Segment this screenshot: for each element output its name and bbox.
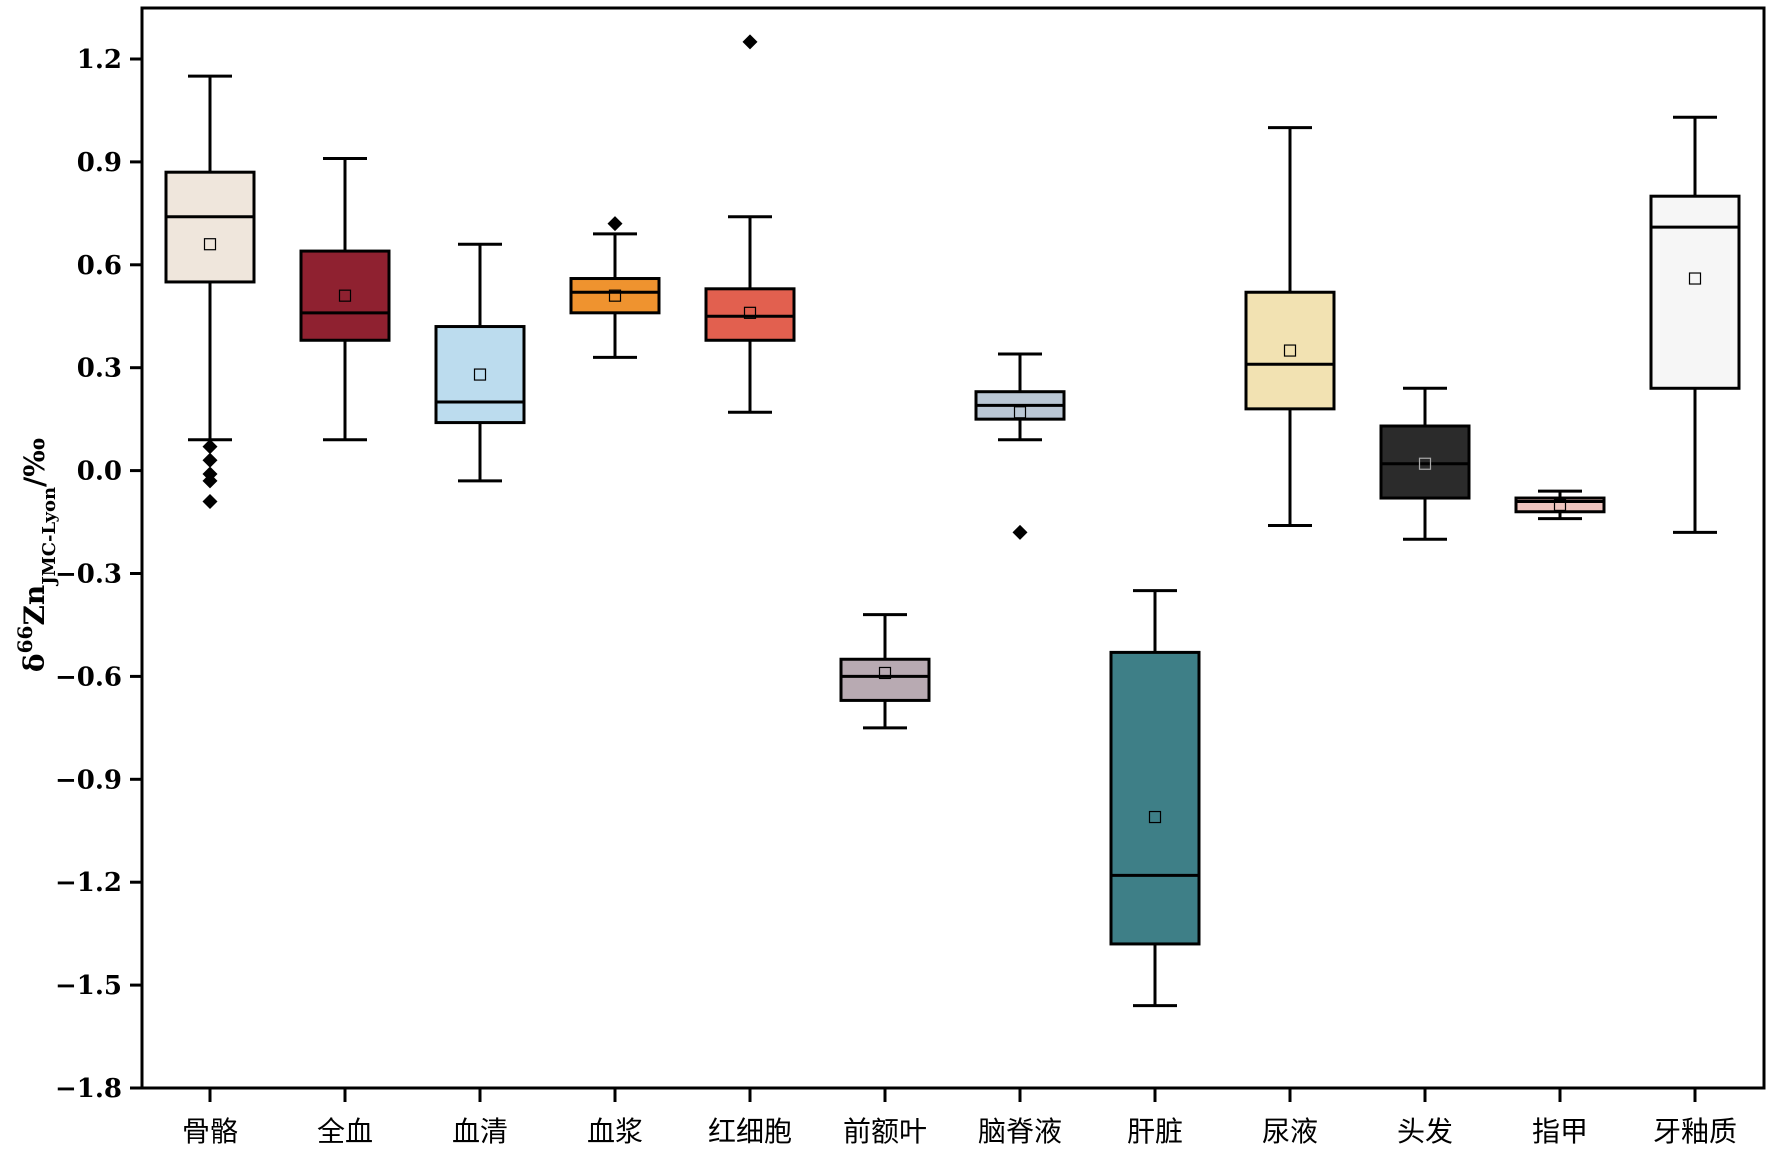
y-tick-label: −0.9 [55,765,122,795]
box-iqr [1244,290,1336,411]
mean-marker [203,238,217,251]
outlier-point [202,439,218,455]
x-category-label: 尿液 [1262,1115,1318,1148]
mean-marker [878,666,892,680]
box-iqr [1649,194,1741,390]
mean-marker [338,289,352,302]
x-category-label: 血清 [452,1115,508,1148]
y-tick-label: 0.6 [77,251,122,281]
y-axis: 1.2 0.9 0.6 0.3 0.0 −0.3 −0.6 −0.9 −1.2 −1.5 −1.8 [55,45,142,1104]
y-axis-title-element: Zn [18,585,51,626]
outlier-point [607,216,623,232]
box-5 [704,34,796,414]
y-tick-label: 0.9 [77,148,122,178]
box-1 [164,74,256,509]
mean-marker [1688,272,1702,285]
y-tick-label: 0.0 [77,457,122,487]
x-category-label: 全血 [317,1115,373,1148]
mean-marker [473,368,487,381]
outlier-point [202,473,218,489]
box-iqr [704,287,796,342]
box-3 [434,242,526,483]
y-axis-title-unit: /‰ [18,438,51,487]
plot-border [140,6,1766,1090]
x-category-label: 血浆 [587,1115,643,1148]
y-tick-label: 1.2 [77,45,122,75]
box-iqr [434,325,526,425]
box-8 [1109,589,1201,1008]
x-category-label: 头发 [1397,1115,1453,1148]
mean-marker [1013,406,1027,419]
y-tick-label: 0.3 [77,354,122,384]
box-iqr [1109,650,1201,946]
x-category-label: 肝脏 [1127,1115,1183,1148]
x-category-label: 前额叶 [843,1115,927,1148]
mean-marker [1148,810,1162,824]
mean-marker [743,306,757,319]
x-category-label: 脑脊液 [978,1115,1062,1148]
y-tick-label: −1.2 [55,868,122,898]
y-axis-title-sup: 66 [13,626,37,654]
mean-marker [1553,498,1567,511]
x-category-label: 指甲 [1532,1115,1588,1148]
box-6 [839,613,931,730]
outlier-point [202,452,218,468]
box-2 [299,156,391,442]
x-category-label: 骨骼 [182,1115,238,1148]
y-tick-label: −1.5 [55,971,122,1001]
y-tick-label: −0.3 [55,560,122,590]
x-category-label: 红细胞 [708,1115,792,1148]
y-axis-title-sub: JMC-Lyon [39,487,60,587]
box-4 [569,216,661,359]
box-12 [1649,115,1741,534]
outlier-point [1012,524,1028,540]
box-7 [974,352,1066,540]
x-axis: 骨骼 全血 血清 血浆 红细胞 前额叶 脑脊液 肝脏 尿液 头发 指甲 牙釉质 [182,1088,1737,1148]
mean-marker [1418,457,1432,470]
outlier-point [202,493,218,509]
mean-marker [1283,344,1297,357]
box-11 [1514,489,1606,521]
x-category-label: 牙釉质 [1653,1115,1737,1148]
box-iqr [569,277,661,315]
y-tick-label: −1.8 [55,1074,122,1104]
box-10 [1379,386,1471,541]
plot-frame [140,6,1766,1090]
y-axis-title-base: δ [18,653,51,672]
y-axis-title: δ66ZnJMC-Lyon/‰ [13,438,60,672]
boxes [164,34,1741,1008]
box-iqr [839,657,931,702]
outlier-point [742,34,758,50]
box-iqr [164,170,256,284]
y-tick-label: −0.6 [55,662,122,692]
box-9 [1244,126,1336,527]
box-iqr [1379,424,1471,500]
mean-marker [608,289,622,302]
box-iqr [299,249,391,342]
